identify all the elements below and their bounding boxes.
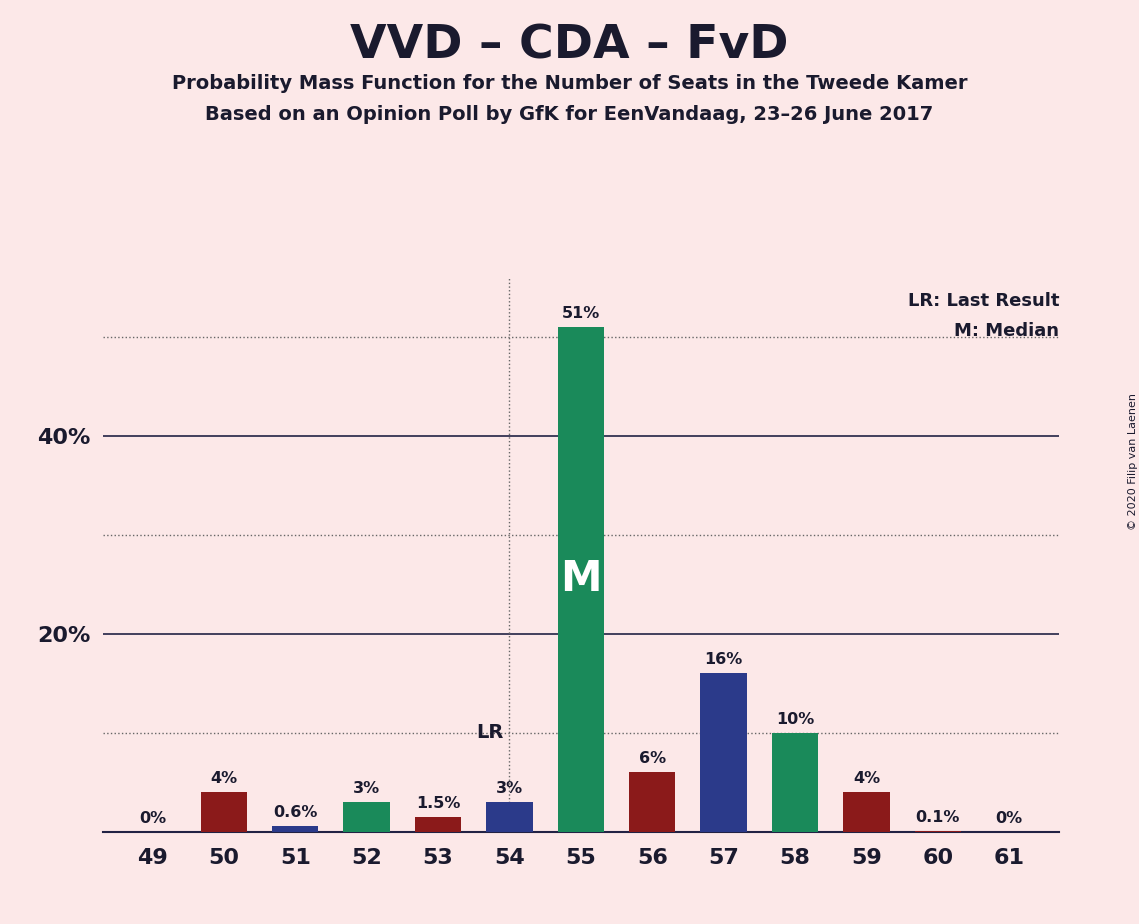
Bar	[629, 772, 675, 832]
Text: 10%: 10%	[776, 711, 814, 726]
Bar	[344, 802, 390, 832]
Text: 16%: 16%	[705, 652, 743, 667]
Bar	[558, 327, 604, 832]
Text: 1.5%: 1.5%	[416, 796, 460, 811]
Text: 3%: 3%	[353, 781, 380, 796]
Bar	[915, 831, 961, 832]
Bar	[772, 733, 818, 832]
Text: © 2020 Filip van Laenen: © 2020 Filip van Laenen	[1129, 394, 1138, 530]
Bar	[843, 792, 890, 832]
Text: 4%: 4%	[211, 771, 237, 786]
Text: 51%: 51%	[562, 306, 600, 321]
Bar	[486, 802, 533, 832]
Text: VVD – CDA – FvD: VVD – CDA – FvD	[351, 23, 788, 68]
Text: 6%: 6%	[639, 751, 666, 766]
Text: LR: LR	[476, 723, 503, 742]
Text: 0%: 0%	[995, 810, 1023, 826]
Text: LR: Last Result: LR: Last Result	[908, 292, 1059, 310]
Text: 3%: 3%	[495, 781, 523, 796]
Text: M: Median: M: Median	[954, 322, 1059, 340]
Text: 0.1%: 0.1%	[916, 809, 960, 824]
Text: 0%: 0%	[139, 810, 166, 826]
Bar	[700, 674, 747, 832]
Text: Probability Mass Function for the Number of Seats in the Tweede Kamer: Probability Mass Function for the Number…	[172, 74, 967, 93]
Bar	[415, 817, 461, 832]
Text: 0.6%: 0.6%	[273, 805, 318, 820]
Text: Based on an Opinion Poll by GfK for EenVandaag, 23–26 June 2017: Based on an Opinion Poll by GfK for EenV…	[205, 105, 934, 125]
Bar	[200, 792, 247, 832]
Text: 4%: 4%	[853, 771, 880, 786]
Text: M: M	[560, 558, 601, 601]
Bar	[272, 826, 319, 832]
